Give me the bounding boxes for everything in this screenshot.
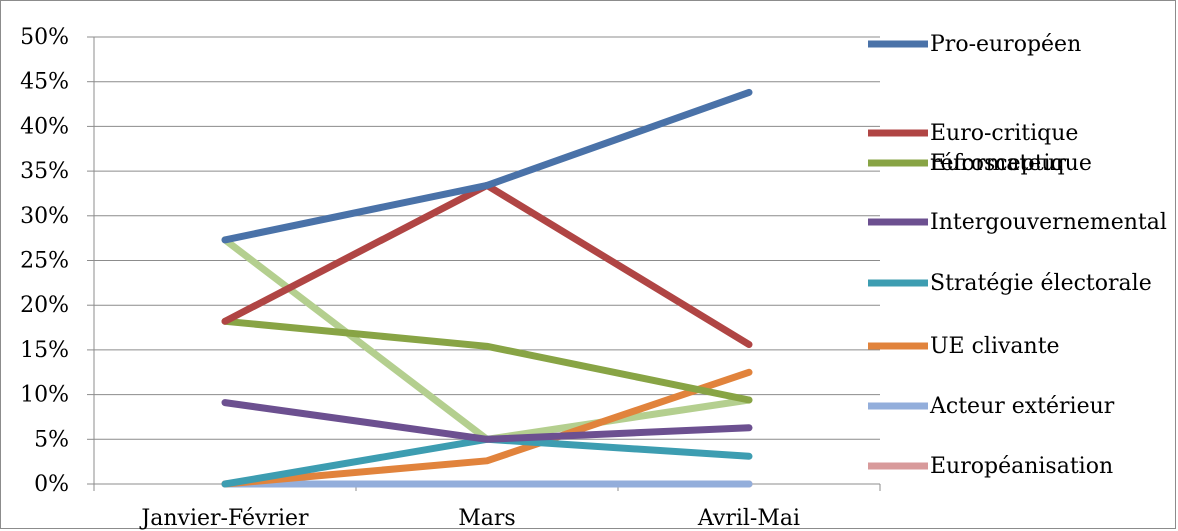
data-point xyxy=(748,483,750,485)
data-point xyxy=(748,371,750,373)
data-point xyxy=(224,402,226,404)
data-point xyxy=(748,91,750,93)
y-tick-label: 20% xyxy=(20,293,69,318)
legend-label: réformateur xyxy=(930,151,1066,176)
x-tick-label: Mars xyxy=(458,506,515,531)
data-point xyxy=(748,399,750,401)
data-point xyxy=(224,320,226,322)
legend-label: Intergouvernemental xyxy=(930,210,1167,235)
y-tick-label: 30% xyxy=(20,204,69,229)
series-line xyxy=(221,317,753,404)
data-point xyxy=(486,483,488,485)
data-point xyxy=(224,483,226,485)
legend-label: UE clivante xyxy=(930,334,1060,359)
legend-label: Stratégie électorale xyxy=(930,271,1152,296)
legend-label: Pro-européen xyxy=(930,32,1081,57)
legend-label: Acteur extérieur xyxy=(929,394,1115,419)
data-point xyxy=(748,455,750,457)
data-point xyxy=(486,345,488,347)
y-tick-label: 25% xyxy=(20,249,69,274)
series-line xyxy=(221,181,753,348)
data-point xyxy=(486,460,488,462)
y-tick-label: 45% xyxy=(20,70,69,95)
y-tick-label: 0% xyxy=(34,472,69,497)
x-tick-label: Avril-Mai xyxy=(697,506,800,531)
legend-label: Européanisation xyxy=(930,454,1113,479)
series-line xyxy=(221,236,753,443)
legend-label: Eurosceptique xyxy=(930,151,1092,176)
y-tick-label: 15% xyxy=(20,338,69,363)
x-tick-label: Janvier-Février xyxy=(139,506,309,531)
series-line xyxy=(221,88,753,244)
series-line xyxy=(221,399,753,443)
y-tick-label: 5% xyxy=(34,427,69,452)
data-point xyxy=(224,239,226,241)
data-point xyxy=(748,344,750,346)
y-tick-label: 40% xyxy=(20,114,69,139)
y-tick-label: 35% xyxy=(20,159,69,184)
legend-label: Euro-critique xyxy=(930,121,1078,146)
data-point xyxy=(748,427,750,429)
data-point xyxy=(486,184,488,186)
y-tick-label: 10% xyxy=(20,383,69,408)
y-tick-label: 50% xyxy=(20,25,69,50)
data-point xyxy=(486,438,488,440)
